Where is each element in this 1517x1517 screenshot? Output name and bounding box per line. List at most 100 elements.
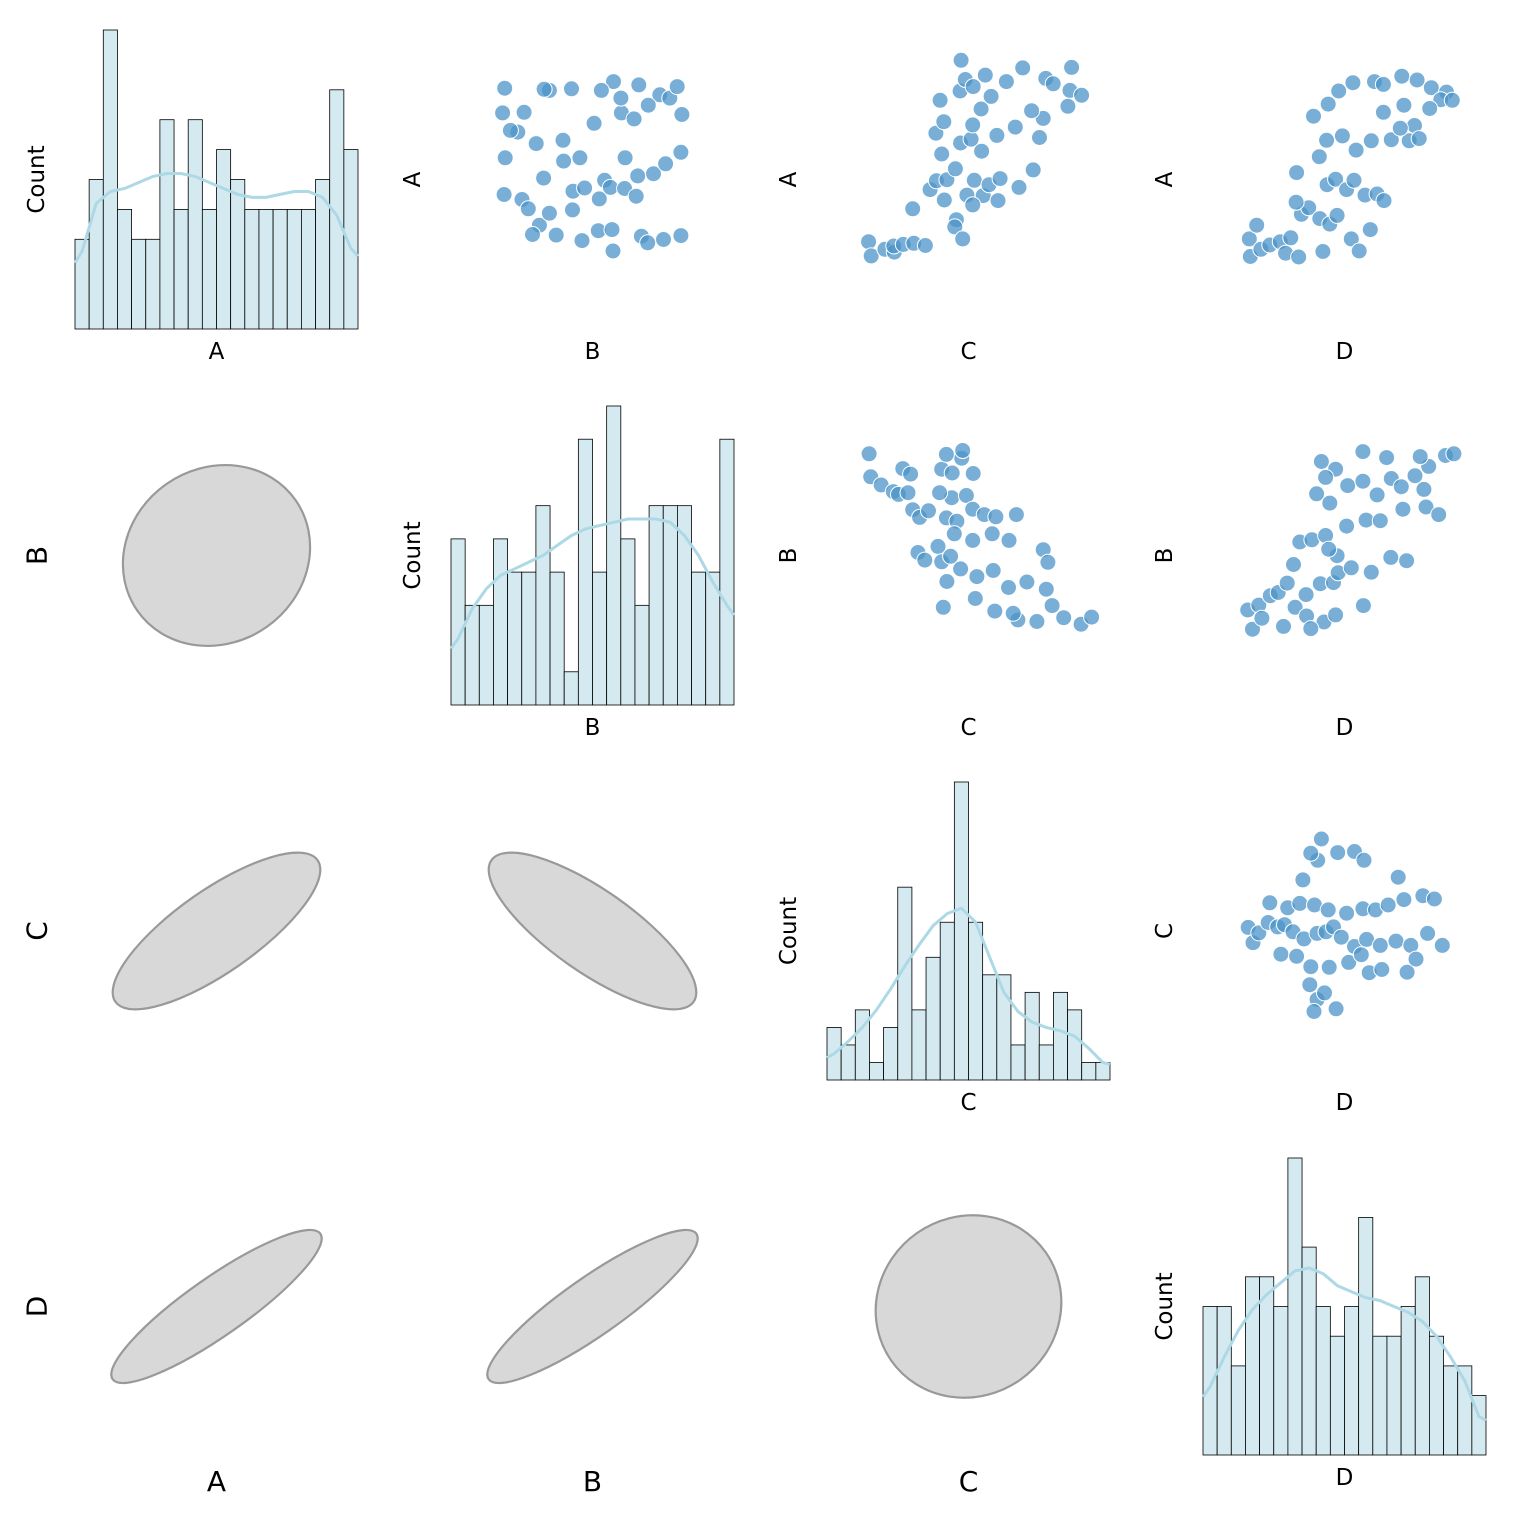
scatter-point bbox=[1278, 574, 1296, 592]
scatter-point bbox=[1010, 178, 1028, 196]
scatter-point bbox=[964, 531, 982, 549]
scatter-point bbox=[1319, 901, 1337, 919]
histogram-bar bbox=[343, 149, 359, 330]
scatter-point bbox=[916, 237, 934, 254]
scatter-point bbox=[860, 233, 878, 251]
scatter-point bbox=[943, 464, 961, 482]
scatter-point bbox=[496, 149, 514, 167]
scatter-point bbox=[1347, 141, 1365, 159]
scatter-point bbox=[1407, 950, 1425, 968]
scatter-point bbox=[945, 525, 963, 543]
scatter-point bbox=[1357, 511, 1375, 529]
scatter-point bbox=[982, 87, 1000, 105]
y-axis-label: C bbox=[21, 921, 54, 941]
scatter-point bbox=[573, 232, 591, 250]
scatter-point bbox=[1063, 58, 1081, 76]
histogram-panel-a bbox=[73, 29, 360, 330]
scatter-point bbox=[937, 445, 955, 463]
scatter-point bbox=[1327, 606, 1345, 624]
scatter-point bbox=[1387, 932, 1405, 950]
scatter-point bbox=[1028, 613, 1046, 630]
scatter-point bbox=[630, 76, 648, 94]
histogram-bar bbox=[521, 571, 537, 706]
scatter-point bbox=[576, 179, 594, 197]
scatter-point bbox=[1317, 468, 1335, 486]
scatter-point bbox=[527, 135, 545, 153]
scatter-point bbox=[972, 100, 990, 118]
histogram-bar bbox=[286, 208, 302, 330]
histogram-bar bbox=[493, 538, 509, 706]
scatter-point bbox=[1320, 958, 1338, 976]
y-axis-label: Count bbox=[1152, 1272, 1178, 1340]
x-axis-label: C bbox=[960, 715, 976, 741]
histogram-bar bbox=[1053, 991, 1068, 1081]
y-axis-label: A bbox=[776, 171, 802, 187]
histogram-bar bbox=[1216, 1306, 1232, 1456]
scatter-point bbox=[1320, 540, 1338, 558]
scatter-point bbox=[1338, 517, 1356, 535]
scatter-point bbox=[1288, 164, 1306, 182]
scatter-point bbox=[515, 103, 533, 121]
scatter-point bbox=[1340, 953, 1358, 971]
scatter-point bbox=[603, 221, 621, 239]
scatter-point bbox=[984, 562, 1002, 579]
scatter-point bbox=[987, 508, 1005, 526]
histogram-bar bbox=[216, 149, 232, 330]
histogram-bar bbox=[1202, 1306, 1218, 1456]
histogram-bar bbox=[563, 671, 579, 706]
y-axis-label: B bbox=[21, 546, 54, 565]
histogram-bar bbox=[478, 604, 494, 706]
histogram-bar bbox=[1443, 1365, 1459, 1456]
scatter-point bbox=[946, 160, 964, 178]
scatter-point bbox=[1004, 604, 1022, 622]
scatter-point bbox=[1342, 559, 1360, 577]
histogram-bar bbox=[1358, 1217, 1374, 1456]
scatter-point bbox=[535, 169, 553, 187]
scatter-point bbox=[904, 200, 922, 218]
scatter-point bbox=[1354, 597, 1372, 615]
scatter-point bbox=[935, 191, 953, 209]
histogram-bar bbox=[272, 208, 288, 330]
scatter-point bbox=[1332, 928, 1350, 946]
scatter-point bbox=[1314, 243, 1332, 260]
histogram-bar bbox=[939, 921, 955, 1081]
histogram-bar bbox=[1287, 1157, 1303, 1456]
scatter-point bbox=[1389, 868, 1407, 886]
histogram-bar bbox=[897, 886, 913, 1081]
histogram-bar bbox=[1010, 1044, 1026, 1081]
scatter-point bbox=[1395, 96, 1413, 114]
scatter-point bbox=[952, 560, 970, 578]
scatter-point bbox=[1253, 609, 1271, 627]
scatter-point bbox=[1291, 894, 1309, 912]
scatter-point bbox=[1406, 467, 1424, 485]
scatter-point bbox=[1240, 230, 1258, 248]
scatter-point bbox=[1083, 608, 1101, 626]
scatter-point bbox=[1391, 119, 1409, 137]
scatter-point bbox=[604, 242, 622, 260]
histogram-bar bbox=[1038, 1044, 1054, 1081]
scatter-point bbox=[1378, 449, 1396, 467]
scatter-point bbox=[1374, 103, 1392, 121]
scatter-point bbox=[934, 598, 952, 616]
scatter-point bbox=[1328, 206, 1346, 224]
scatter-point bbox=[1308, 485, 1326, 503]
scatter-point bbox=[601, 178, 619, 196]
scatter-point bbox=[1425, 890, 1443, 908]
scatter-point bbox=[946, 218, 964, 236]
scatter-point bbox=[1329, 844, 1347, 862]
scatter-point bbox=[952, 51, 970, 69]
histogram-panel-d bbox=[1201, 1157, 1487, 1456]
scatter-point bbox=[1007, 506, 1025, 524]
x-axis-label: C bbox=[960, 1090, 976, 1116]
scatter-point bbox=[991, 170, 1009, 188]
scatter-point bbox=[540, 204, 558, 222]
histogram-bar bbox=[131, 238, 147, 330]
scatter-point bbox=[964, 465, 982, 482]
scatter-panel-a-vs-c bbox=[860, 51, 1091, 265]
kde-line bbox=[73, 172, 360, 264]
histogram-bar bbox=[1273, 1306, 1289, 1456]
histogram-panel-b bbox=[449, 405, 736, 706]
scatter-point bbox=[629, 167, 647, 185]
scatter-point bbox=[1316, 984, 1333, 1002]
scatter-point bbox=[965, 171, 983, 189]
